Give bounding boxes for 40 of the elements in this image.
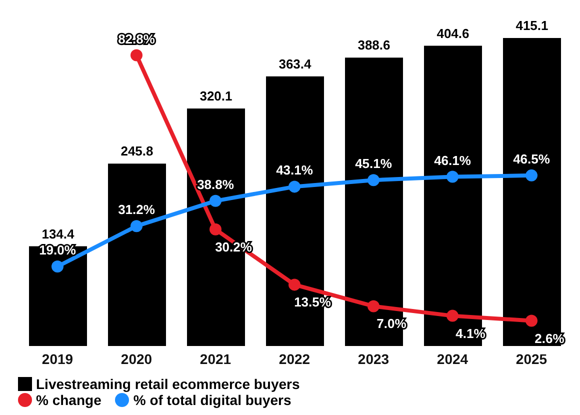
x-tick-label: 2021 [200,350,232,367]
x-tick-label: 2020 [120,350,152,367]
point [288,278,300,291]
data-label: 415.1 [516,18,548,33]
data-label: 404.6 [436,26,470,41]
legend-label: % change [35,392,102,408]
point [526,169,538,182]
x-tick-label: 2024 [436,350,468,367]
data-label: 19.0% [39,242,76,258]
x-tick-label: 2022 [278,350,310,367]
point [130,49,142,62]
point [52,260,64,272]
legend-label: Livestreaming retail ecommerce buyers [35,376,300,392]
data-label: 363.4 [278,56,312,72]
bar [108,164,166,346]
data-label: 388.6 [358,38,390,53]
data-label: 43.1% [276,162,314,178]
data-label: 245.8 [120,144,154,159]
data-label: 38.8% [197,176,234,192]
point [526,314,538,327]
point [130,220,142,232]
point [368,174,380,186]
point [210,194,222,207]
data-label: 46.1% [434,152,472,168]
point [368,300,380,312]
data-label: 31.2% [118,202,156,218]
point [288,180,300,193]
point [446,170,458,183]
legend-label: % of total digital buyers [132,392,292,408]
data-label: 82.8% [118,31,156,46]
x-tick-label: 2019 [42,350,74,367]
x-tick-label: 2023 [358,350,390,367]
data-label: 46.5% [513,151,550,166]
data-label: 320.1 [200,88,232,104]
bar [29,246,87,346]
point [446,310,458,322]
x-tick-label: 2025 [516,350,548,367]
data-label: 134.4 [42,226,76,242]
point [210,223,222,236]
data-label: 45.1% [355,156,392,172]
